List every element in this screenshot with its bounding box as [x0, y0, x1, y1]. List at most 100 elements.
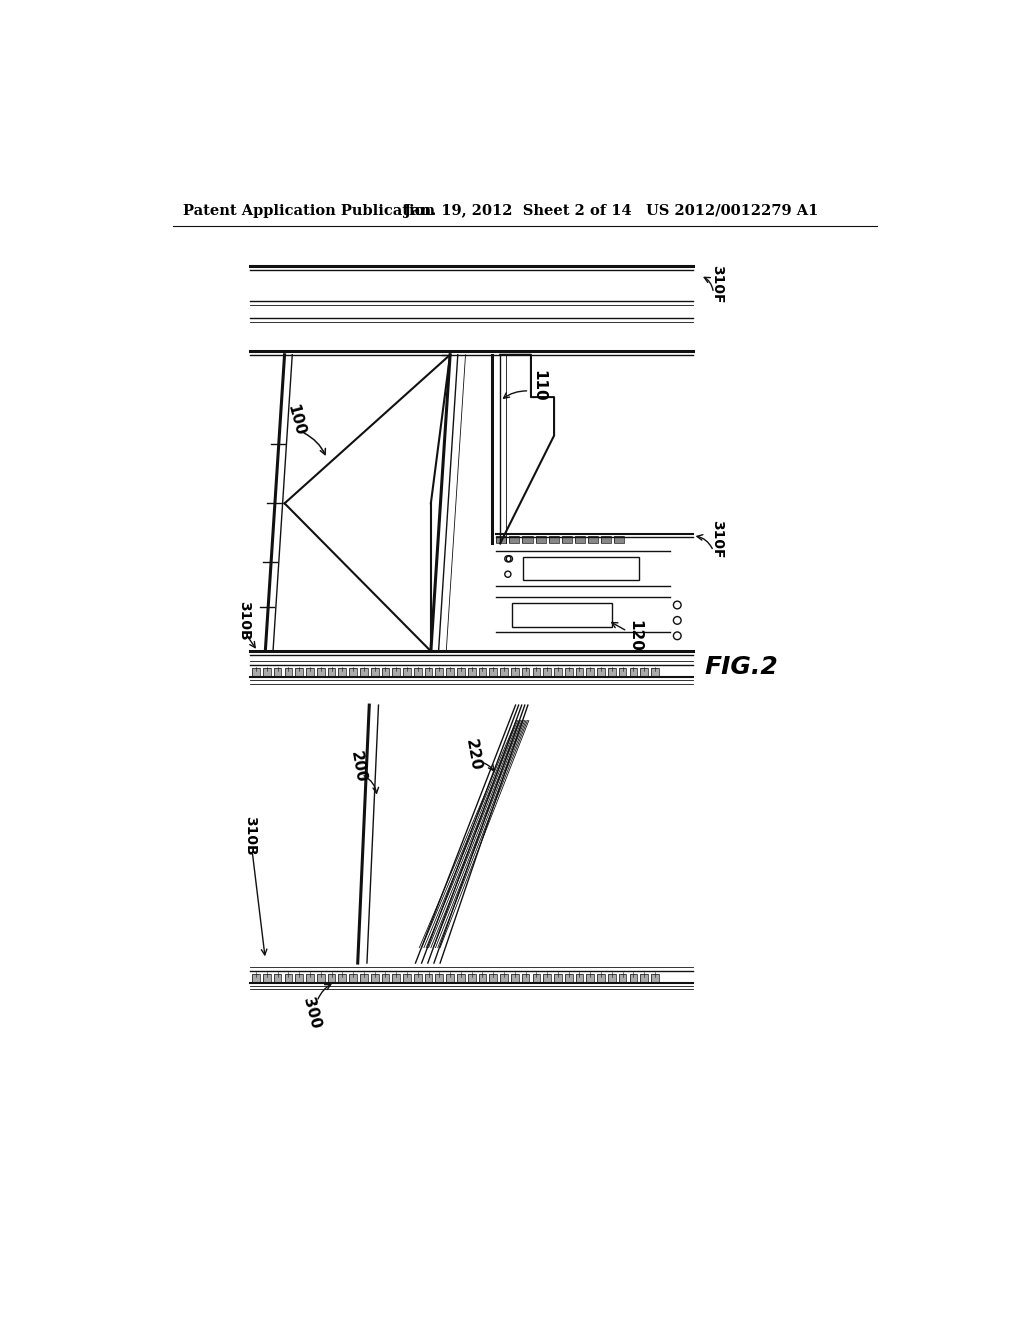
Bar	[614, 536, 625, 544]
Bar	[478, 668, 486, 676]
Bar	[497, 536, 506, 544]
Bar	[640, 668, 648, 676]
Bar	[273, 668, 282, 676]
Bar	[588, 536, 598, 544]
Bar	[263, 974, 270, 982]
Bar	[295, 974, 303, 982]
Bar	[536, 536, 546, 544]
Bar	[574, 536, 585, 544]
Bar	[306, 668, 313, 676]
Bar	[511, 668, 518, 676]
Bar	[549, 536, 559, 544]
Bar	[285, 974, 292, 982]
Bar	[328, 668, 336, 676]
Bar	[382, 668, 389, 676]
Bar	[468, 668, 475, 676]
Bar	[328, 974, 336, 982]
Bar	[392, 668, 400, 676]
Bar	[446, 974, 454, 982]
Bar	[403, 668, 411, 676]
Bar	[414, 668, 422, 676]
Bar	[532, 668, 541, 676]
Bar	[478, 974, 486, 982]
Bar	[360, 668, 368, 676]
Bar	[263, 668, 270, 676]
Bar	[468, 668, 475, 676]
Bar	[349, 668, 357, 676]
Bar	[295, 668, 303, 676]
Bar	[252, 974, 260, 982]
Bar	[316, 668, 325, 676]
Bar	[263, 974, 270, 982]
Text: 310F: 310F	[711, 520, 724, 558]
Bar	[489, 668, 497, 676]
Bar	[360, 974, 368, 982]
Bar	[554, 974, 562, 982]
Bar	[521, 668, 529, 676]
Bar	[349, 974, 357, 982]
Bar	[574, 536, 585, 544]
Bar	[489, 668, 497, 676]
Bar	[371, 974, 379, 982]
Bar	[608, 974, 615, 982]
Bar	[403, 668, 411, 676]
Bar	[468, 974, 475, 982]
Bar	[273, 974, 282, 982]
Bar	[457, 974, 465, 982]
Bar	[339, 668, 346, 676]
Bar	[562, 536, 571, 544]
Bar	[651, 668, 658, 676]
Bar	[500, 974, 508, 982]
Bar	[500, 668, 508, 676]
Bar	[565, 974, 572, 982]
Bar	[316, 974, 325, 982]
Bar	[608, 668, 615, 676]
Bar	[554, 668, 562, 676]
Bar	[544, 668, 551, 676]
Bar	[597, 668, 605, 676]
Bar	[414, 668, 422, 676]
Bar	[509, 536, 519, 544]
Bar	[536, 536, 546, 544]
Text: 120: 120	[628, 620, 642, 652]
Bar	[587, 974, 594, 982]
Bar	[554, 974, 562, 982]
Bar	[640, 974, 648, 982]
Bar	[500, 974, 508, 982]
Bar	[382, 668, 389, 676]
Bar	[478, 668, 486, 676]
Bar	[511, 974, 518, 982]
Bar	[403, 974, 411, 982]
Bar	[349, 974, 357, 982]
Bar	[371, 668, 379, 676]
Bar	[544, 974, 551, 982]
Bar	[435, 974, 443, 982]
Bar	[597, 974, 605, 982]
Bar	[575, 974, 584, 982]
Bar	[640, 974, 648, 982]
Bar	[295, 974, 303, 982]
Text: 110: 110	[531, 370, 546, 401]
Bar	[651, 974, 658, 982]
Bar	[601, 536, 611, 544]
Bar	[435, 668, 443, 676]
Bar	[549, 536, 559, 544]
Bar	[597, 668, 605, 676]
Bar	[587, 974, 594, 982]
Bar	[497, 536, 506, 544]
Text: 100: 100	[285, 403, 307, 437]
Bar	[608, 974, 615, 982]
Bar	[478, 974, 486, 982]
Bar	[371, 974, 379, 982]
Bar	[509, 536, 519, 544]
Bar	[285, 668, 292, 676]
Bar	[446, 668, 454, 676]
Bar	[575, 668, 584, 676]
Bar	[544, 668, 551, 676]
Bar	[630, 974, 637, 982]
Bar	[651, 974, 658, 982]
Text: 200: 200	[347, 750, 368, 784]
Bar	[435, 974, 443, 982]
Bar	[532, 974, 541, 982]
Bar	[618, 974, 627, 982]
